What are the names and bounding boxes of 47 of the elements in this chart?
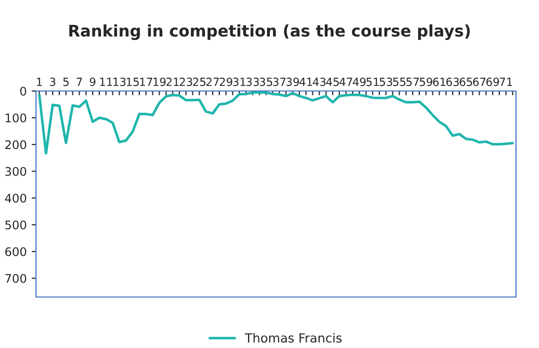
x-tick-label: 53	[380, 78, 392, 86]
x-tick-label: 9	[90, 78, 96, 86]
x-tick-label: 25	[193, 78, 206, 86]
x-tick-label: 67	[473, 78, 486, 86]
chart-title: Ranking in competition (as the course plays)	[69, 24, 470, 40]
x-tick-label: 23	[180, 78, 192, 86]
x-tick-label: 69	[486, 78, 499, 86]
x-tick-label: 71	[500, 78, 512, 86]
y-tick-label: 0	[20, 86, 26, 96]
x-tick-label: 31	[233, 78, 246, 86]
x-tick-label: 7	[76, 78, 82, 86]
y-tick-label: 700	[5, 274, 26, 283]
x-tick-label: 43	[312, 78, 326, 86]
x-tick-label: 33	[246, 78, 259, 86]
x-tick-label: 45	[326, 78, 339, 86]
y-tick-label: 300	[5, 166, 26, 176]
x-tick-label: 37	[273, 78, 286, 86]
x-tick-label: 49	[352, 78, 366, 86]
x-tick-label: 57	[406, 78, 419, 86]
x-tick-label: 15	[126, 78, 139, 86]
x-tick-label: 29	[220, 78, 232, 86]
x-tick-label: 19	[153, 78, 166, 86]
x-tick-label: 35	[260, 78, 272, 86]
x-tick-label: 51	[366, 78, 379, 86]
x-tick-label: 61	[433, 78, 446, 86]
y-tick-label: 600	[5, 247, 26, 256]
x-tick-label: 27	[206, 78, 219, 86]
x-tick-label: 41	[299, 78, 312, 86]
legend-label: Thomas Francis	[244, 332, 342, 343]
x-tick-label: 5	[63, 78, 69, 86]
x-tick-label: 47	[339, 78, 352, 86]
x-tick-label: 1	[37, 78, 42, 86]
y-tick-label: 500	[5, 220, 26, 230]
x-tick-label: 59	[420, 78, 432, 86]
x-tick-label: 21	[166, 78, 179, 86]
y-tick-label: 100	[6, 113, 26, 122]
x-tick-label: 39	[286, 78, 299, 86]
x-tick-label: 17	[140, 78, 152, 86]
x-tick-label: 63	[446, 78, 459, 86]
y-tick-label: 200	[5, 140, 26, 150]
x-tick-label: 13	[113, 78, 126, 86]
y-tick-label: 400	[5, 194, 26, 203]
x-tick-label: 65	[460, 78, 472, 86]
x-tick-label: 11	[100, 78, 112, 86]
line-series	[38, 91, 514, 155]
x-tick-label: 3	[50, 78, 56, 86]
x-tick-label: 55	[393, 78, 406, 86]
